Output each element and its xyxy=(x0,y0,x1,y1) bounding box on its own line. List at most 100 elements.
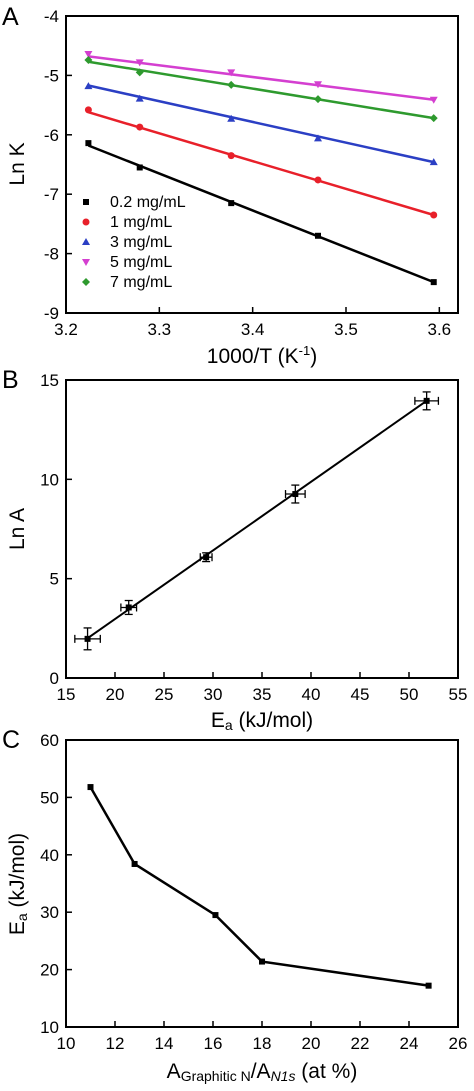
panel-0-x-tick-label: 3.4 xyxy=(241,320,265,339)
panel-a-axes: 3.2 3.3 3.4 3.5 3.6 -9 -8 -7 -6 -5 -4 xyxy=(44,7,451,339)
panel-a-legend: 0.2 mg/mL 1 mg/mL 3 mg/mL 5 mg/mL 7 mg/mL xyxy=(82,194,186,291)
panel-1-x-tick-label: 25 xyxy=(155,685,174,704)
fit-line-1-mg-ml xyxy=(88,111,435,217)
data-point-1-mg-ml xyxy=(136,123,144,131)
data-point-5-mg-ml xyxy=(227,69,236,77)
legend-label-1-mg-ml: 1 mg/mL xyxy=(110,214,172,231)
panel-c-line xyxy=(89,786,429,987)
panel-a-x-axis-title: 1000/T (K-1) xyxy=(207,343,317,368)
data-point-1-mg-ml xyxy=(84,106,92,114)
fit-line-7-mg-ml xyxy=(88,60,434,120)
panel-1-x-tick-label: 15 xyxy=(57,685,76,704)
panel-2-x-tick-label: 22 xyxy=(351,1034,370,1053)
panel-a-markers xyxy=(84,51,438,286)
data-point xyxy=(84,635,91,642)
data-point-1-mg-ml xyxy=(314,176,322,184)
panel-1-x-tick-label: 35 xyxy=(253,685,272,704)
panel-b-frame xyxy=(65,379,459,679)
panel-a-frame xyxy=(65,15,459,314)
panel-b-axes: 15 20 25 30 35 40 45 50 55 0 5 10 15 xyxy=(40,371,467,704)
panel-2-x-tick-label: 16 xyxy=(204,1034,223,1053)
panel-b: B 15 20 25 30 35 40 45 50 55 0 5 10 15 Ea (kJ/mol) L… xyxy=(2,366,467,733)
data-point-5-mg-ml xyxy=(429,96,438,104)
data-point-0-2-mg-ml xyxy=(136,164,143,171)
panel-2-y-tick-label: 50 xyxy=(40,788,59,807)
panel-c: C 10 12 14 16 18 20 22 24 26 10 20 30 40 50 60 AGraphi… xyxy=(2,726,467,1084)
panel-2-x-tick-label: 26 xyxy=(449,1034,468,1053)
legend-marker-3-mg-ml xyxy=(82,238,90,245)
data-point xyxy=(131,860,138,867)
data-point-5-mg-ml xyxy=(135,59,144,67)
panel-1-x-tick-label: 40 xyxy=(302,685,321,704)
data-point-0-2-mg-ml xyxy=(228,200,235,207)
panel-a-fit-lines xyxy=(87,55,435,284)
legend-label-7-mg-ml: 7 mg/mL xyxy=(110,274,172,291)
panel-0-y-tick-label: -4 xyxy=(44,7,59,26)
panel-1-x-tick-label: 50 xyxy=(400,685,419,704)
legend-label-5-mg-ml: 5 mg/mL xyxy=(110,254,172,271)
data-point-5-mg-ml xyxy=(314,81,322,89)
data-point xyxy=(425,982,432,989)
data-point-0-2-mg-ml xyxy=(430,279,437,286)
data-point-7-mg-ml xyxy=(227,80,236,89)
data-point-3-mg-ml xyxy=(429,158,438,166)
panel-0-y-tick-label: -8 xyxy=(44,245,59,264)
panel-2-y-tick-label: 10 xyxy=(40,1018,59,1037)
legend-marker-5-mg-ml xyxy=(82,259,90,266)
panel-0-y-tick-label: -9 xyxy=(44,304,59,323)
fit-line xyxy=(86,400,428,640)
panel-2-x-tick-label: 18 xyxy=(253,1034,272,1053)
data-point-3-mg-ml xyxy=(84,82,93,90)
panel-c-frame xyxy=(65,739,459,1028)
data-point xyxy=(203,554,210,561)
panel-1-y-tick-label: 10 xyxy=(40,470,59,489)
panel-c-y-axis-title: Ea (kJ/mol) xyxy=(6,833,30,935)
panel-1-x-tick-label: 20 xyxy=(106,685,125,704)
panel-0-x-tick-label: 3.3 xyxy=(148,320,172,339)
panel-1-y-tick-label: 0 xyxy=(50,669,59,688)
panel-0-x-tick-label: 3.5 xyxy=(334,320,358,339)
data-point-7-mg-ml xyxy=(84,55,93,64)
legend-marker-0-2-mg-ml xyxy=(83,199,89,205)
panel-2-y-tick-label: 40 xyxy=(40,846,59,865)
panel-2-x-tick-label: 12 xyxy=(106,1034,125,1053)
panel-c-markers xyxy=(87,784,432,989)
legend-marker-1-mg-ml xyxy=(82,218,90,226)
data-point-1-mg-ml xyxy=(227,152,235,160)
data-point-3-mg-ml xyxy=(227,114,236,122)
fit-line-5-mg-ml xyxy=(88,55,434,101)
fit-line-3-mg-ml xyxy=(88,84,435,164)
panel-0-y-tick-label: -5 xyxy=(44,66,59,85)
panel-a: A 3.2 3.3 3.4 3.5 3.6 -9 -8 -7 -6 -5 -4 0.2 mg/mL 1… xyxy=(2,3,459,368)
panel-b-y-axis-title: Ln A xyxy=(6,508,29,550)
legend-marker-7-mg-ml xyxy=(82,278,90,286)
data-point xyxy=(125,604,132,611)
data-point-7-mg-ml xyxy=(429,114,438,123)
panel-2-y-tick-label: 60 xyxy=(40,731,59,750)
panel-c-axes: 10 12 14 16 18 20 22 24 26 10 20 30 40 50 60 xyxy=(40,731,467,1053)
panel-b-fit-line xyxy=(86,400,428,640)
panel-b-markers xyxy=(74,391,440,651)
panel-2-x-tick-label: 24 xyxy=(400,1034,419,1053)
panel-1-x-tick-label: 55 xyxy=(449,685,468,704)
data-point xyxy=(212,912,219,919)
panel-b-x-axis-title: Ea (kJ/mol) xyxy=(211,709,313,733)
data-point xyxy=(87,784,94,791)
panel-0-x-tick-label: 3.2 xyxy=(54,320,78,339)
panel-1-y-tick-label: 5 xyxy=(50,570,59,589)
panel-1-x-tick-label: 45 xyxy=(351,685,370,704)
data-point-0-2-mg-ml xyxy=(85,140,92,147)
series-line xyxy=(89,786,429,987)
data-point xyxy=(259,958,265,965)
panel-0-y-tick-label: -7 xyxy=(44,185,59,204)
panel-2-x-tick-label: 10 xyxy=(57,1034,76,1053)
panel-c-x-axis-title: AGraphitic N/AN1s (at %) xyxy=(167,1060,358,1084)
data-point-3-mg-ml xyxy=(314,134,322,142)
legend-label-3-mg-ml: 3 mg/mL xyxy=(110,234,172,251)
panel-a-y-axis-title: Ln K xyxy=(6,142,29,185)
panel-a-letter: A xyxy=(2,3,19,31)
panel-2-y-tick-label: 30 xyxy=(40,903,59,922)
panel-0-x-tick-label: 3.6 xyxy=(428,320,452,339)
panel-0-y-tick-label: -6 xyxy=(44,126,59,145)
